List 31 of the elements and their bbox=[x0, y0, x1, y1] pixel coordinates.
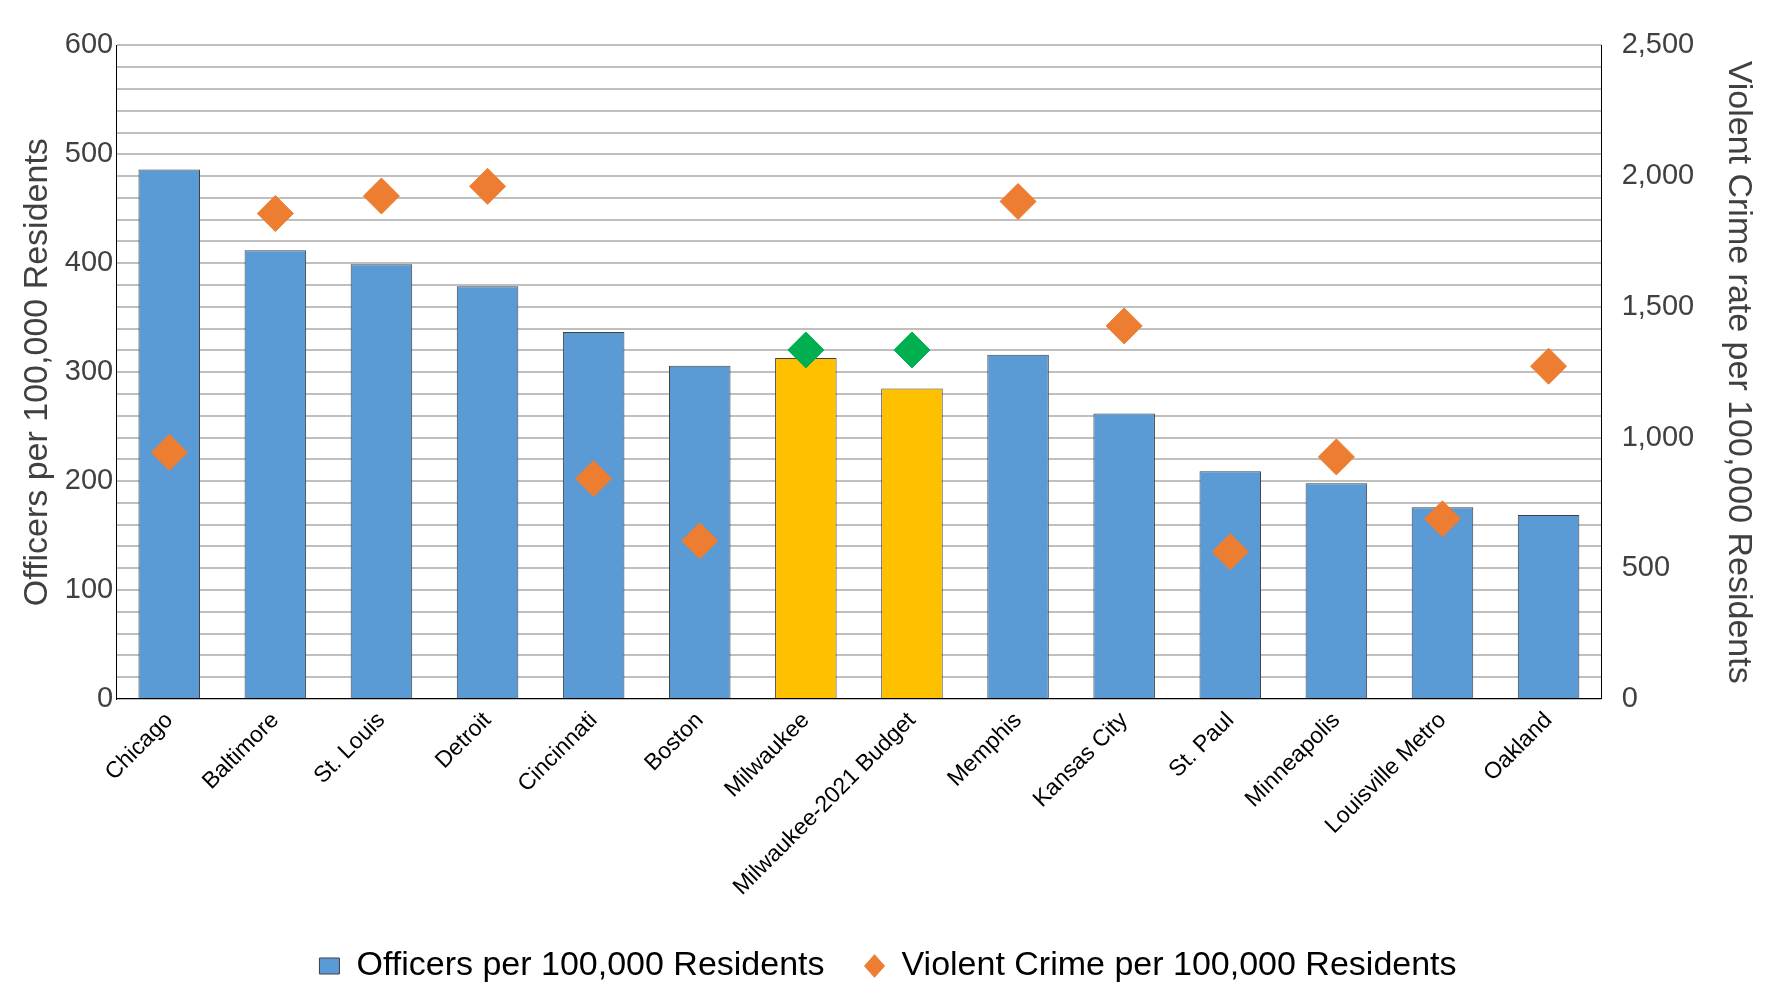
y-tick-label: 500 bbox=[64, 136, 114, 169]
y2-tick-label: 1,500 bbox=[1621, 288, 1695, 321]
point bbox=[1105, 307, 1143, 345]
y-tick-label: 0 bbox=[97, 680, 114, 713]
point bbox=[469, 167, 507, 205]
y2-tick-label: 500 bbox=[1621, 550, 1671, 583]
y-tick-label: 400 bbox=[64, 245, 114, 278]
y2-tick-label: 1,000 bbox=[1621, 419, 1695, 452]
point bbox=[893, 331, 931, 369]
point bbox=[787, 331, 825, 369]
point bbox=[1211, 533, 1249, 571]
point bbox=[1530, 347, 1568, 385]
point bbox=[256, 195, 294, 232]
point bbox=[1423, 500, 1461, 538]
y2-axis-title: Violent Crime rate per 100,000 Residents bbox=[1722, 60, 1761, 684]
y-tick-label: 300 bbox=[64, 354, 114, 387]
y-tick-label: 600 bbox=[64, 27, 114, 60]
point bbox=[1317, 438, 1355, 476]
y-tick-label: 100 bbox=[64, 572, 114, 605]
point bbox=[999, 182, 1037, 220]
legend-label: Violent Crime per 100,000 Residents bbox=[901, 944, 1457, 983]
point bbox=[150, 433, 188, 471]
y2-tick-label: 2,000 bbox=[1621, 158, 1695, 191]
point bbox=[362, 177, 400, 215]
y-tick-label: 200 bbox=[64, 463, 114, 496]
point bbox=[681, 522, 719, 560]
y2-tick-label: 0 bbox=[1621, 680, 1638, 713]
y2-tick-label: 2,500 bbox=[1621, 27, 1695, 60]
point bbox=[575, 460, 613, 498]
y-axis-title: Officers per 100,000 Residents bbox=[15, 138, 54, 607]
legend-label: Officers per 100,000 Residents bbox=[356, 944, 825, 983]
